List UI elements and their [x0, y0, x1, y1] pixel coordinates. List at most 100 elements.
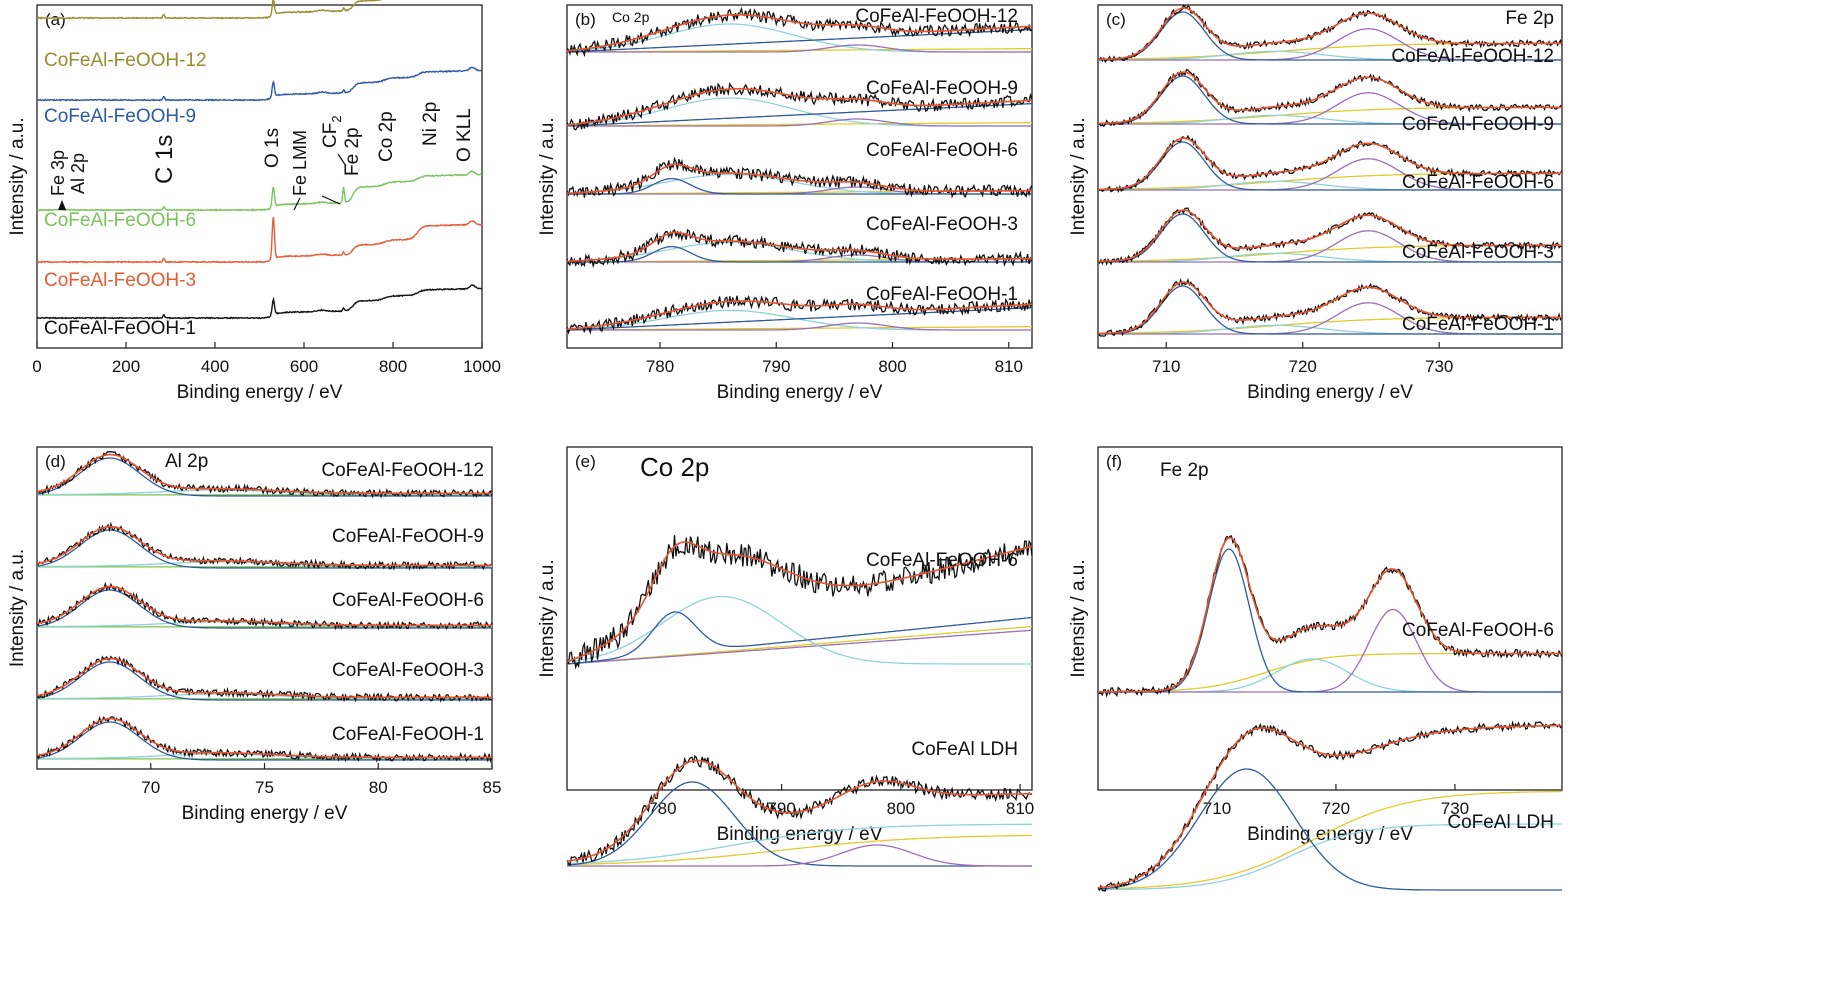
survey-line-2: [36, 170, 483, 212]
e-trace-1-background: [567, 834, 1032, 866]
series-label: CoFeAl-FeOOH-9: [1402, 114, 1554, 135]
plot-frame-a: [36, 4, 483, 349]
x-tick-label: 600: [290, 357, 318, 376]
x-tick-label: 780: [646, 357, 674, 376]
survey-line-1: [36, 66, 483, 102]
panel-letter: (e): [575, 452, 596, 471]
x-tick-label: 400: [201, 357, 229, 376]
f-trace-1-fit-envelope: [1097, 724, 1563, 889]
x-tick-label: 730: [1441, 799, 1469, 818]
x-axis-label: Binding energy / eV: [1247, 382, 1413, 403]
plot-frame-e: [566, 446, 1033, 791]
x-tick-label: 800: [878, 357, 906, 376]
d-trace-2-main-peak: [36, 589, 492, 629]
plot-frame-b: [566, 4, 1033, 349]
b-trace-0-fit-envelope: [566, 14, 1033, 52]
series-label: CoFeAl-FeOOH-1: [1402, 314, 1554, 335]
plot-frame-c: [1097, 4, 1563, 349]
x-tick-label: 810: [995, 357, 1023, 376]
y-axis-label: Intensity / a.u.: [1068, 559, 1089, 677]
panel-c-fe2p: 710 720 730 Binding energy / eV Intensity / …: [1068, 4, 1563, 403]
c-trace-1-raw-data: [1097, 68, 1563, 128]
d-trace-1-raw-data: [36, 521, 493, 571]
x-tick-label: 80: [369, 778, 388, 797]
peak-label-co2p: Co 2p: [376, 111, 397, 162]
d-trace-4-fit-envelope: [36, 717, 492, 759]
peak-arrow-icon: [337, 153, 347, 167]
x-tick-label: 70: [141, 778, 160, 797]
series-label: CoFeAl-FeOOH-9: [332, 526, 484, 547]
x-tick-label: 730: [1425, 357, 1453, 376]
series-label: CoFeAl-FeOOH-6: [1402, 172, 1554, 193]
c-trace-3-fit-envelope: [1098, 209, 1562, 263]
peak-label-c1s: C 1s: [151, 135, 178, 184]
series-label: CoFeAl-FeOOH-3: [332, 660, 484, 681]
d-trace-2-satellite: [37, 621, 492, 628]
e-trace-0-fit-envelope: [566, 541, 1033, 663]
f-trace-1-raw-data: [1097, 720, 1563, 892]
series-label: CoFeAl-FeOOH-3: [44, 270, 196, 291]
x-tick-label: 85: [483, 778, 502, 797]
panel-letter: (c): [1106, 10, 1126, 29]
d-trace-3-fit-envelope: [36, 657, 492, 699]
x-tick-label: 200: [112, 357, 140, 376]
series-label: CoFeAl-FeOOH-9: [866, 78, 1018, 99]
b-trace-1-main-peak: [566, 102, 1033, 127]
c-trace-1-main-peak: [1098, 75, 1562, 125]
x-tick-label: 0: [32, 357, 41, 376]
peak-label-fe3p: Fe 3p: [48, 150, 68, 196]
chart-title: Fe 2p: [1160, 460, 1209, 481]
series-label: CoFeAl-FeOOH-6: [44, 210, 196, 231]
x-tick-label: 1000: [463, 357, 501, 376]
e-trace-0-main-peak: [566, 611, 1033, 665]
c-trace-0-fit-envelope: [1098, 7, 1562, 61]
series-label: CoFeAl-FeOOH-9: [44, 106, 196, 127]
d-trace-3-main-peak: [36, 661, 492, 701]
series-label: CoFeAl-FeOOH-1: [332, 724, 484, 745]
chart-title: Co 2p: [612, 9, 650, 25]
c-trace-1-fit-envelope: [1098, 71, 1562, 125]
panel-letter: (f): [1106, 452, 1122, 471]
peak-arrow-icon: [293, 197, 301, 211]
b-trace-4-fit-envelope: [566, 300, 1033, 330]
x-axis-label: Binding energy / eV: [717, 382, 883, 403]
peak-label-okll: O KLL: [454, 108, 475, 162]
e-trace-1-secondary: [567, 844, 1032, 867]
series-label: CoFeAl-FeOOH-6: [866, 550, 1018, 571]
chart-title: Fe 2p: [1505, 8, 1554, 29]
c-trace-2-fit-envelope: [1098, 137, 1562, 191]
x-tick-label: 800: [887, 799, 915, 818]
d-trace-2-fit-envelope: [36, 585, 492, 627]
c-trace-4-raw-data: [1097, 277, 1563, 337]
e-trace-1-satellite: [566, 823, 1032, 865]
e-trace-1-main-peak: [566, 781, 1032, 867]
x-tick-label: 790: [762, 357, 790, 376]
c-trace-2-main-peak: [1098, 141, 1562, 191]
series-label: CoFeAl LDH: [911, 739, 1018, 760]
series-label: CoFeAl-FeOOH-12: [321, 460, 484, 481]
plot-frame-f: [1097, 446, 1563, 791]
panel-a-survey: 0 200 400 600 800 1000 Binding energy / eV Inte…: [7, 0, 501, 403]
f-trace-0-raw-data: [1097, 535, 1563, 699]
y-axis-label: Intensity / a.u.: [1068, 117, 1089, 235]
b-trace-1-fit-envelope: [566, 88, 1033, 126]
c-trace-4-main-peak: [1098, 285, 1562, 335]
c-trace-3-main-peak: [1098, 213, 1562, 263]
peak-label-cf2-sub: 2: [329, 115, 344, 122]
e-trace-1-raw-data: [566, 754, 1033, 867]
chart-title: Co 2p: [640, 452, 709, 482]
peak-label-al2p: Al 2p: [68, 153, 88, 194]
y-axis-label: Intensity / a.u.: [537, 117, 558, 235]
peak-arrow-icon: [321, 195, 341, 205]
survey-line-4: [36, 284, 483, 320]
e-trace-0-satellite: [566, 595, 1032, 665]
e-trace-0-secondary: [566, 629, 1033, 665]
b-trace-3-fit-envelope: [567, 231, 1033, 262]
peak-label-o1s: O 1s: [262, 128, 283, 168]
chart-title: Al 2p: [165, 451, 208, 472]
series-label: CoFeAl-FeOOH-1: [866, 284, 1018, 305]
c-trace-4-fit-envelope: [1098, 281, 1562, 335]
series-label: CoFeAl-FeOOH-1: [44, 318, 196, 339]
